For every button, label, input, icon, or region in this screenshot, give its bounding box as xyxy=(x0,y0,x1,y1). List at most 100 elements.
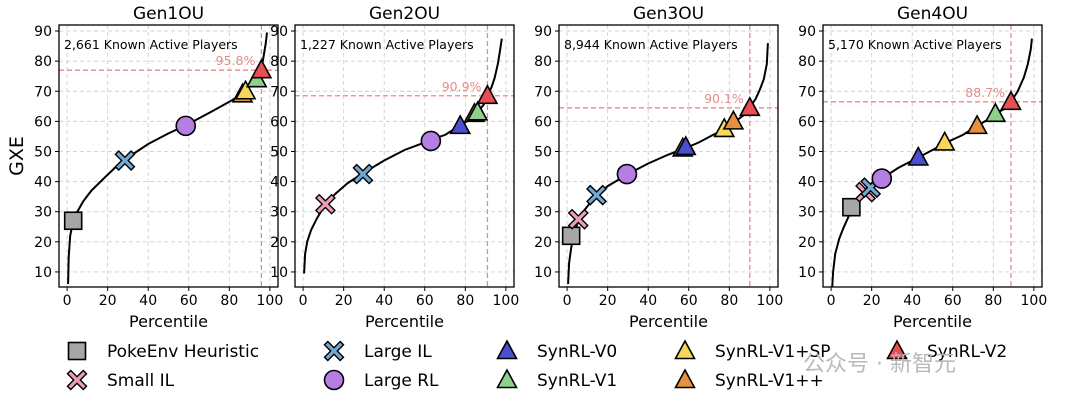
y-tick-label: 50 xyxy=(270,144,288,160)
player-count-annotation: 1,227 Known Active Players xyxy=(300,37,474,52)
x-axis-label: Percentile xyxy=(365,312,444,331)
x-tick-label: 60 xyxy=(680,293,698,309)
y-tick-label: 60 xyxy=(534,114,552,130)
x-tick-label: 20 xyxy=(335,293,353,309)
x-tick-label: 40 xyxy=(639,293,657,309)
x-tick-label: 20 xyxy=(599,293,617,309)
plot-frame xyxy=(58,24,279,288)
marker-large-il xyxy=(114,150,136,172)
marker-synrl-v1- xyxy=(966,114,988,135)
y-tick-label: 10 xyxy=(798,265,816,281)
x-tick-label: 80 xyxy=(220,293,238,309)
y-tick-label: 10 xyxy=(34,265,52,281)
grid xyxy=(559,25,778,287)
legend-label: Large IL xyxy=(364,342,432,362)
y-tick-label: 30 xyxy=(34,205,52,221)
x-tick-label: 0 xyxy=(563,293,572,309)
legend-label: SynRL-V1++ xyxy=(715,371,824,391)
legend-item-synrl-v0: SynRL-V0 xyxy=(496,339,617,362)
marker-synrl-v1-sp xyxy=(234,79,257,100)
legend-item-pokeenv-heuristic: PokeEnv Heuristic xyxy=(67,341,259,362)
legend-marker xyxy=(674,339,696,360)
y-tick-label: 20 xyxy=(798,235,816,251)
y-tick-label: 90 xyxy=(798,24,816,40)
marker-pokeenv-heuristic xyxy=(561,226,581,246)
y-tick-label: 70 xyxy=(34,84,52,100)
player-count-annotation: 8,944 Known Active Players xyxy=(564,37,738,52)
x-tick-label: 60 xyxy=(416,293,434,309)
marker-synrl-v0 xyxy=(674,135,697,156)
x-tick-label: 0 xyxy=(63,293,72,309)
marker-synrl-v0 xyxy=(907,145,930,166)
x-tick-label: 100 xyxy=(1021,293,1048,309)
panel-title: Gen3OU xyxy=(633,4,704,24)
legend-item-synrl-v1-sp: SynRL-V1+SP xyxy=(674,339,830,362)
marker-synrl-v1 xyxy=(466,100,489,121)
y-tick-label: 80 xyxy=(270,54,288,70)
panel-gen1ou: 0 20 40 60 80 100 10 20 30 40 50 60 70 80 90 Gen1OU 2,66… xyxy=(6,4,283,331)
watermark: 公众号 · 新智元 xyxy=(803,352,956,377)
y-tick-label: 70 xyxy=(798,84,816,100)
y-tick-label: 20 xyxy=(34,235,52,251)
y-tick-label: 80 xyxy=(534,54,552,70)
x-tick-label: 60 xyxy=(944,293,962,309)
panel-title: Gen4OU xyxy=(897,4,968,24)
plot-frame xyxy=(294,24,515,288)
marker-small-il xyxy=(314,193,336,215)
marker-large-rl xyxy=(616,163,638,185)
y-tick-label: 80 xyxy=(34,54,52,70)
y-tick-label: 70 xyxy=(534,84,552,100)
marker-pokeenv-heuristic xyxy=(842,197,861,217)
plot-frame xyxy=(558,24,779,288)
y-tick-label: 60 xyxy=(34,114,52,130)
y-tick-label: 30 xyxy=(534,205,552,221)
x-tick-label: 100 xyxy=(493,293,520,309)
marker-large-rl xyxy=(175,115,197,137)
x-axis-label: Percentile xyxy=(129,312,208,331)
percentile-label: 95.8% xyxy=(216,53,256,68)
marker-synrl-v2 xyxy=(476,84,499,105)
y-tick-label: 60 xyxy=(798,114,816,130)
x-tick-label: 0 xyxy=(299,293,308,309)
marker-small-il xyxy=(567,208,589,230)
y-tick-label: 20 xyxy=(270,235,288,251)
marker-synrl-v1- xyxy=(722,109,745,130)
legend-marker xyxy=(674,368,696,389)
panel-title: Gen1OU xyxy=(133,4,204,24)
legend-marker xyxy=(496,339,518,360)
legend-marker xyxy=(886,339,908,360)
y-tick-label: 50 xyxy=(798,144,816,160)
x-tick-label: 40 xyxy=(139,293,157,309)
y-tick-label: 10 xyxy=(270,265,288,281)
marker-large-rl xyxy=(871,168,893,189)
marker-large-il xyxy=(586,184,608,206)
x-tick-label: 0 xyxy=(827,293,836,309)
marker-synrl-v2 xyxy=(738,96,761,117)
marker-large-rl xyxy=(420,130,442,152)
y-axis-label: GXE xyxy=(6,136,28,176)
x-tick-label: 80 xyxy=(984,293,1002,309)
legend-label: SynRL-V0 xyxy=(537,342,617,362)
panel-gen3ou: 0 20 40 60 80 100 10 20 30 40 50 60 70 80 90 Gen3OU 8,94… xyxy=(534,4,783,331)
panel-title: Gen2OU xyxy=(369,4,440,24)
legend-item-synrl-v1-: SynRL-V1++ xyxy=(674,368,824,391)
legend-label: PokeEnv Heuristic xyxy=(107,342,259,362)
y-tick-label: 50 xyxy=(534,144,552,160)
y-tick-label: 40 xyxy=(534,175,552,191)
legend-label: SynRL-V1 xyxy=(537,371,617,391)
legend-label: SynRL-V2 xyxy=(927,342,1007,362)
legend-marker xyxy=(67,341,87,361)
x-tick-label: 60 xyxy=(180,293,198,309)
x-tick-label: 40 xyxy=(903,293,921,309)
player-count-annotation: 2,661 Known Active Players xyxy=(64,37,238,52)
gxe-curve xyxy=(831,38,1033,287)
marker-large-il xyxy=(352,163,374,185)
y-tick-label: 30 xyxy=(270,205,288,221)
y-tick-label: 90 xyxy=(270,24,288,40)
marker-synrl-v1 xyxy=(984,102,1007,123)
grid xyxy=(823,25,1042,287)
plot-frame xyxy=(822,24,1043,288)
legend-item-large-rl: Large RL xyxy=(323,369,439,391)
gxe-curve xyxy=(567,43,769,285)
